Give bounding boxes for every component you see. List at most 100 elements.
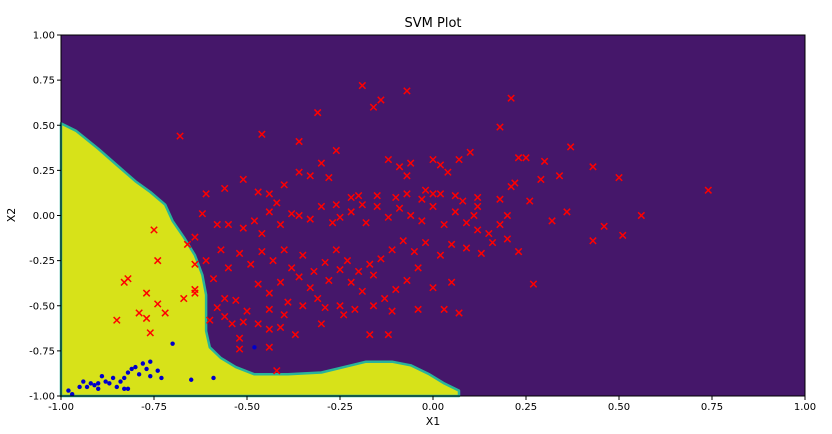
- cross-stroke: [485, 229, 493, 238]
- cross-point: [243, 307, 251, 315]
- cross-point: [273, 199, 281, 207]
- cross-stroke: [421, 186, 430, 194]
- cross-point: [403, 276, 411, 285]
- cross-point: [366, 260, 374, 268]
- cross-point: [142, 314, 151, 323]
- cross-stroke: [284, 298, 292, 306]
- cross-stroke: [429, 283, 437, 292]
- cross-stroke: [507, 182, 515, 191]
- cross-stroke: [265, 190, 274, 198]
- dot-point: [159, 375, 164, 381]
- cross-stroke: [265, 325, 274, 333]
- cross-stroke: [366, 330, 374, 339]
- cross-stroke: [280, 246, 288, 254]
- cross-stroke: [295, 211, 303, 220]
- cross-point: [239, 224, 248, 232]
- cross-stroke: [392, 285, 400, 294]
- cross-point: [224, 264, 233, 272]
- cross-point: [462, 244, 471, 252]
- cross-stroke: [440, 305, 448, 314]
- cross-stroke: [455, 155, 463, 164]
- cross-stroke: [429, 202, 437, 211]
- cross-point: [514, 247, 523, 256]
- cross-stroke: [403, 276, 411, 285]
- cross-stroke: [410, 247, 419, 256]
- cross-point: [462, 218, 471, 227]
- dot-point: [96, 386, 101, 391]
- cross-stroke: [384, 213, 393, 222]
- cross-stroke: [287, 264, 296, 272]
- cross-point: [418, 217, 426, 225]
- cross-point: [455, 155, 463, 164]
- cross-point: [217, 246, 225, 254]
- y-axis: 1.00 0.75 0.50 0.25 0.00 -0.25 -0.50 -0.75 -1.00: [29, 31, 61, 403]
- cross-stroke: [403, 172, 411, 180]
- cross-stroke: [183, 240, 192, 249]
- cross-point: [496, 123, 504, 131]
- cross-point: [347, 208, 355, 216]
- cross-stroke: [142, 314, 151, 323]
- cross-point: [317, 320, 326, 328]
- cross-point: [202, 256, 210, 265]
- cross-stroke: [421, 238, 430, 247]
- cross-point: [540, 157, 549, 166]
- cross-point: [176, 132, 184, 140]
- cross-point: [287, 209, 296, 218]
- cross-point: [563, 208, 571, 216]
- cross-point: [522, 154, 530, 162]
- cross-stroke: [369, 302, 378, 310]
- cross-point: [369, 302, 378, 310]
- dot-point: [148, 373, 153, 379]
- dot-point: [133, 364, 138, 370]
- cross-stroke: [395, 204, 404, 213]
- cross-point: [265, 305, 274, 314]
- cross-point: [380, 294, 389, 303]
- cross-stroke: [488, 238, 497, 247]
- cross-stroke: [250, 217, 259, 225]
- cross-stroke: [395, 163, 404, 171]
- cross-point: [406, 211, 415, 220]
- dot-point: [170, 341, 175, 346]
- cross-point: [295, 211, 303, 220]
- cross-point: [436, 190, 445, 198]
- cross-stroke: [496, 220, 504, 229]
- cross-stroke: [548, 217, 556, 225]
- cross-point: [406, 159, 415, 167]
- cross-point: [254, 320, 262, 328]
- cross-stroke: [473, 202, 482, 211]
- cross-point: [183, 240, 192, 249]
- cross-point: [589, 237, 597, 245]
- cross-stroke: [306, 283, 314, 292]
- cross-stroke: [273, 199, 281, 207]
- y-tick-label: 0.25: [33, 166, 55, 177]
- cross-point: [358, 287, 367, 296]
- y-tick-label: -1.00: [29, 392, 55, 403]
- cross-stroke: [209, 274, 218, 283]
- cross-stroke: [522, 154, 530, 162]
- y-tick-label: 1.00: [33, 31, 55, 42]
- dot-point: [107, 381, 112, 386]
- cross-point: [403, 87, 411, 95]
- cross-stroke: [113, 316, 121, 324]
- cross-point: [384, 155, 393, 164]
- cross-stroke: [563, 208, 571, 216]
- cross-point: [332, 146, 341, 155]
- dot-point: [144, 366, 149, 372]
- dot-point: [122, 386, 127, 391]
- cross-stroke: [273, 366, 281, 375]
- cross-stroke: [153, 256, 162, 265]
- cross-stroke: [503, 211, 512, 220]
- cross-point: [354, 191, 363, 200]
- cross-point: [191, 289, 199, 297]
- cross-stroke: [429, 190, 437, 198]
- cross-point: [120, 278, 128, 287]
- cross-point: [373, 202, 381, 211]
- cross-point: [395, 204, 404, 213]
- cross-stroke: [447, 278, 456, 287]
- cross-point: [436, 251, 445, 259]
- x-tick-label: 0.75: [701, 402, 723, 413]
- cross-stroke: [336, 213, 344, 222]
- cross-stroke: [228, 320, 236, 328]
- cross-stroke: [369, 271, 378, 279]
- cross-point: [369, 271, 378, 279]
